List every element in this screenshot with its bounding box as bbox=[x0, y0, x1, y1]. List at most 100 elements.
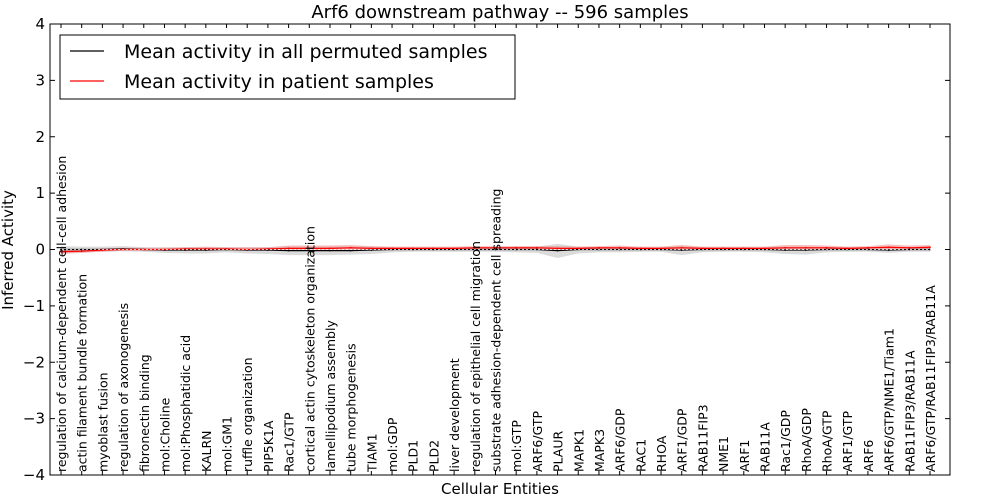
y-tick-label: 4 bbox=[35, 15, 45, 33]
y-axis-label: Inferred Activity bbox=[0, 190, 17, 310]
x-tick-label: regulation of epithelial cell migration bbox=[468, 241, 483, 472]
x-tick-label: PLD1 bbox=[406, 440, 421, 472]
y-tick-label: 0 bbox=[35, 241, 45, 259]
x-tick-label: actin filament bundle formation bbox=[75, 274, 90, 472]
data-point-patient bbox=[825, 246, 828, 249]
legend-label-permuted: Mean activity in all permuted samples bbox=[124, 41, 487, 63]
data-point-permuted bbox=[329, 249, 331, 252]
data-point-patient bbox=[763, 247, 766, 250]
y-tick-label: −2 bbox=[23, 353, 45, 371]
y-tick-label: −4 bbox=[23, 466, 45, 484]
data-point-patient bbox=[598, 246, 600, 249]
data-point-patient bbox=[391, 247, 393, 250]
x-tick-label: PLD2 bbox=[426, 440, 441, 472]
data-point-patient bbox=[639, 247, 642, 250]
x-tick-label: ARF6/GTP bbox=[530, 411, 545, 472]
data-point-patient bbox=[370, 247, 373, 250]
data-point-permuted bbox=[556, 249, 559, 252]
data-point-permuted bbox=[287, 249, 290, 252]
x-axis-ticks bbox=[60, 24, 931, 475]
data-point-permuted bbox=[535, 248, 538, 251]
x-tick-label: NME1 bbox=[716, 436, 731, 472]
x-tick-label: PLAUR bbox=[551, 431, 566, 472]
data-point-permuted bbox=[80, 248, 83, 251]
data-point-patient bbox=[577, 247, 580, 250]
legend-box bbox=[59, 34, 516, 100]
series-lines bbox=[60, 246, 931, 253]
data-point-patient bbox=[163, 248, 166, 251]
x-tick-label: mol:Phosphatidic acid bbox=[178, 335, 193, 472]
chart-title: Arf6 downstream pathway -- 596 samples bbox=[311, 2, 688, 23]
x-tick-label: RAB11FIP3/RAB11A bbox=[902, 350, 917, 472]
x-tick-label: MAPK3 bbox=[592, 429, 607, 472]
x-tick-label: ARF1/GDP bbox=[675, 408, 690, 472]
data-point-patient bbox=[680, 246, 683, 249]
data-point-patient bbox=[432, 247, 435, 250]
data-point-patient bbox=[618, 246, 621, 249]
data-point-patient bbox=[660, 247, 662, 250]
data-point-patient bbox=[929, 246, 931, 249]
x-tick-label: MAPK1 bbox=[571, 429, 586, 472]
y-axis-ticks: −4 −3 −2 −1 0 1 2 3 4 bbox=[23, 15, 950, 484]
x-tick-label: RAC1 bbox=[633, 439, 648, 472]
legend-label-patient: Mean activity in patient samples bbox=[124, 71, 434, 93]
x-tick-label: ARF6/GTP/RAB11FIP3/RAB11A bbox=[923, 285, 938, 472]
x-tick-label: cortical actin cytoskeleton organization bbox=[302, 226, 317, 472]
x-tick-label: ARF6 bbox=[861, 440, 876, 472]
data-point-patient bbox=[804, 246, 807, 249]
data-point-permuted bbox=[60, 248, 62, 251]
x-tick-label: tube morphogenesis bbox=[344, 343, 359, 472]
x-tick-label: RhoA/GTP bbox=[820, 410, 835, 472]
x-tick-label: regulation of calcium-dependent cell-cel… bbox=[54, 156, 69, 472]
data-point-patient bbox=[453, 247, 456, 250]
data-point-patient bbox=[908, 246, 911, 249]
data-point-patient bbox=[308, 247, 311, 250]
x-tick-label: PIP5K1A bbox=[261, 420, 276, 472]
x-tick-label: substrate adhesion-dependent cell spread… bbox=[489, 189, 504, 472]
x-tick-label: lamellipodium assembly bbox=[323, 320, 338, 472]
x-tick-label: RAB11FIP3 bbox=[695, 404, 710, 472]
data-point-patient bbox=[784, 246, 787, 249]
data-point-patient bbox=[349, 246, 352, 249]
x-axis-tick-labels: regulation of calcium-dependent cell-cel… bbox=[54, 156, 938, 473]
x-tick-label: Rac1/GDP bbox=[778, 410, 793, 472]
y-tick-label: 2 bbox=[35, 128, 45, 146]
data-point-patient bbox=[184, 248, 187, 250]
data-point-patient bbox=[722, 247, 724, 250]
y-tick-label: −1 bbox=[23, 297, 45, 315]
x-tick-label: ARF1/GTP bbox=[840, 411, 855, 472]
x-tick-label: TIAM1 bbox=[364, 433, 379, 473]
data-point-permuted bbox=[515, 248, 518, 251]
data-point-patient bbox=[887, 246, 890, 249]
data-point-patient bbox=[473, 246, 476, 249]
x-tick-label: RAB11A bbox=[757, 422, 772, 472]
y-tick-label: −3 bbox=[23, 410, 45, 428]
x-tick-label: ARF1 bbox=[737, 440, 752, 472]
data-point-permuted bbox=[908, 248, 911, 251]
data-point-patient bbox=[846, 247, 849, 250]
x-tick-label: liver development bbox=[447, 358, 462, 472]
data-point-patient bbox=[556, 247, 559, 250]
x-tick-label: mol:GDP bbox=[385, 417, 400, 472]
data-point-permuted bbox=[349, 249, 352, 252]
data-point-permuted bbox=[784, 249, 787, 251]
legend: Mean activity in all permuted samples Me… bbox=[59, 34, 516, 100]
x-tick-label: mol:GM1 bbox=[220, 416, 235, 472]
data-point-patient bbox=[494, 246, 497, 249]
data-point-patient bbox=[515, 246, 518, 249]
data-point-permuted bbox=[887, 249, 890, 251]
data-point-patient bbox=[287, 247, 290, 250]
data-point-patient bbox=[80, 250, 83, 253]
data-point-patient bbox=[742, 247, 745, 250]
data-point-patient bbox=[867, 246, 869, 249]
x-tick-label: KALRN bbox=[199, 430, 214, 472]
x-tick-label: mol:GTP bbox=[509, 420, 524, 472]
x-tick-label: RHOA bbox=[654, 435, 669, 472]
x-tick-label: fibronectin binding bbox=[137, 354, 152, 472]
y-tick-label: 3 bbox=[35, 71, 45, 89]
data-point-patient bbox=[701, 247, 704, 250]
data-point-permuted bbox=[308, 249, 311, 252]
x-axis-label: Cellular Entities bbox=[441, 480, 559, 498]
data-point-patient bbox=[329, 247, 331, 250]
